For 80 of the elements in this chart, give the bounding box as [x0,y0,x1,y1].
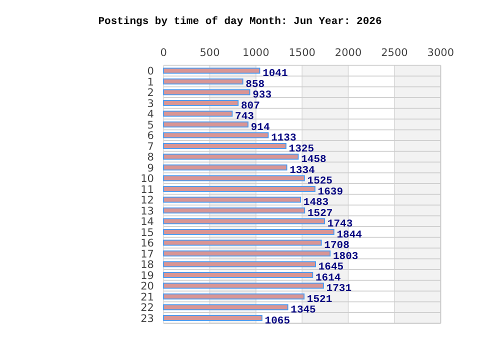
y-tick-label: 14 [140,216,154,228]
y-tick-label: 13 [140,205,154,218]
x-tick-label: 2000 [334,46,362,59]
bar [163,175,305,182]
data-label: 1334 [290,164,315,177]
bar [163,121,248,128]
bar [163,228,334,235]
y-tick-label: 6 [147,130,154,142]
x-tick-label: 500 [200,46,220,59]
y-tick-label: 20 [140,280,154,293]
x-tick-label: 1000 [242,46,270,59]
y-tick-label: 7 [147,140,154,153]
y-tick-label: 4 [147,108,154,121]
chart-title: Postings by time of day Month: Jun Year: 2026 [98,16,382,28]
bar [163,218,326,224]
bar [163,89,250,96]
y-tick-label: 5 [147,119,154,132]
bar [163,314,262,321]
y-tick-label: 23 [140,312,154,325]
data-label: 1614 [316,272,341,284]
y-tick-label: 1 [147,76,154,88]
data-label: 1521 [306,294,332,306]
y-tick-label: 11 [140,184,154,196]
data-label: 1708 [324,240,350,252]
bar [163,304,288,310]
y-tick-label: 22 [140,302,154,314]
y-tick-label: 9 [147,162,154,174]
bar [163,250,331,256]
bar [163,110,233,117]
y-tick-label: 10 [140,173,154,186]
data-label: 933 [252,90,272,102]
bar [163,154,299,160]
y-tick-label: 8 [147,152,154,164]
y-tick-label: 19 [140,270,154,282]
data-label: 1133 [271,132,296,145]
data-label: 1527 [307,208,333,220]
bar [163,186,316,192]
x-tick-label: 3000 [427,46,454,59]
bar [163,142,286,149]
bar [163,240,322,246]
y-tick-label: 18 [140,259,154,272]
data-label: 1345 [290,304,316,317]
data-label: 1458 [301,154,326,166]
data-label: 1483 [303,197,329,210]
bar [163,272,314,278]
x-tick-label: 2500 [381,46,408,59]
data-label: 1731 [326,283,352,296]
bar [163,282,324,289]
data-label: 1743 [327,218,353,231]
data-label: 1645 [318,262,344,274]
data-label: 1325 [288,143,314,156]
data-label: 914 [250,122,270,134]
data-label: 807 [240,100,260,112]
bar [163,164,288,170]
y-tick-label: 16 [140,238,154,250]
data-label: 1844 [336,229,362,242]
data-label: 1041 [262,68,288,80]
y-tick-label: 3 [147,98,154,110]
data-label: 1803 [332,250,358,263]
x-tick-label: 1500 [288,46,316,59]
bar [163,261,316,268]
x-tick-label: 0 [160,46,167,59]
data-label: 858 [246,78,265,91]
bar [163,207,306,214]
bar [163,68,260,74]
bar [163,196,302,203]
data-label: 1639 [318,186,344,198]
y-tick-label: 17 [140,248,154,260]
bar [163,132,269,138]
y-tick-label: 2 [147,87,154,100]
y-tick-label: 12 [140,194,154,207]
y-tick-label: 21 [140,291,154,304]
y-tick-label: 15 [140,226,154,239]
bar [163,78,244,84]
data-label: 743 [235,111,254,124]
data-label: 1065 [264,315,290,328]
y-tick-label: 0 [147,66,154,78]
bar [163,293,305,300]
data-label: 1525 [307,176,333,188]
bar [163,100,239,106]
